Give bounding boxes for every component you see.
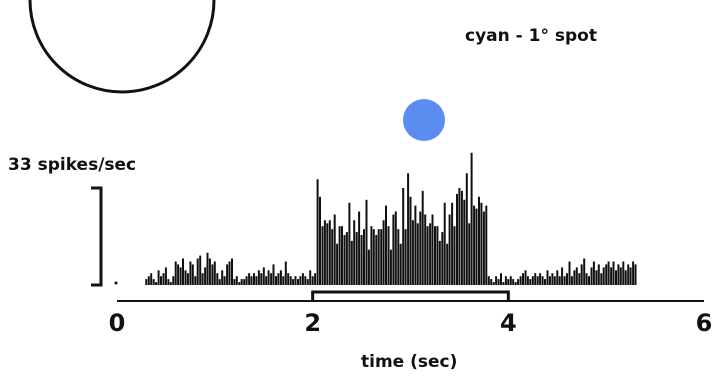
receptive-field-circle: [28, 0, 216, 94]
x-tick-labels: 0 2 4 6: [109, 309, 713, 337]
x-tick-label: 6: [696, 309, 713, 337]
histogram-bars: [145, 152, 637, 285]
scale-bar: [91, 186, 103, 287]
stimulus-spot: [403, 99, 445, 141]
stimulus-label: cyan - 1° spot: [465, 26, 597, 46]
x-tick-label: 2: [304, 309, 321, 337]
x-tick-label: 0: [109, 309, 126, 337]
baseline-marker: [114, 281, 118, 285]
scale-bar-label: 33 spikes/sec: [8, 155, 136, 175]
stimulus-on-marker: [311, 290, 510, 301]
x-axis-label: time (sec): [361, 352, 457, 372]
x-tick-label: 4: [500, 309, 517, 337]
